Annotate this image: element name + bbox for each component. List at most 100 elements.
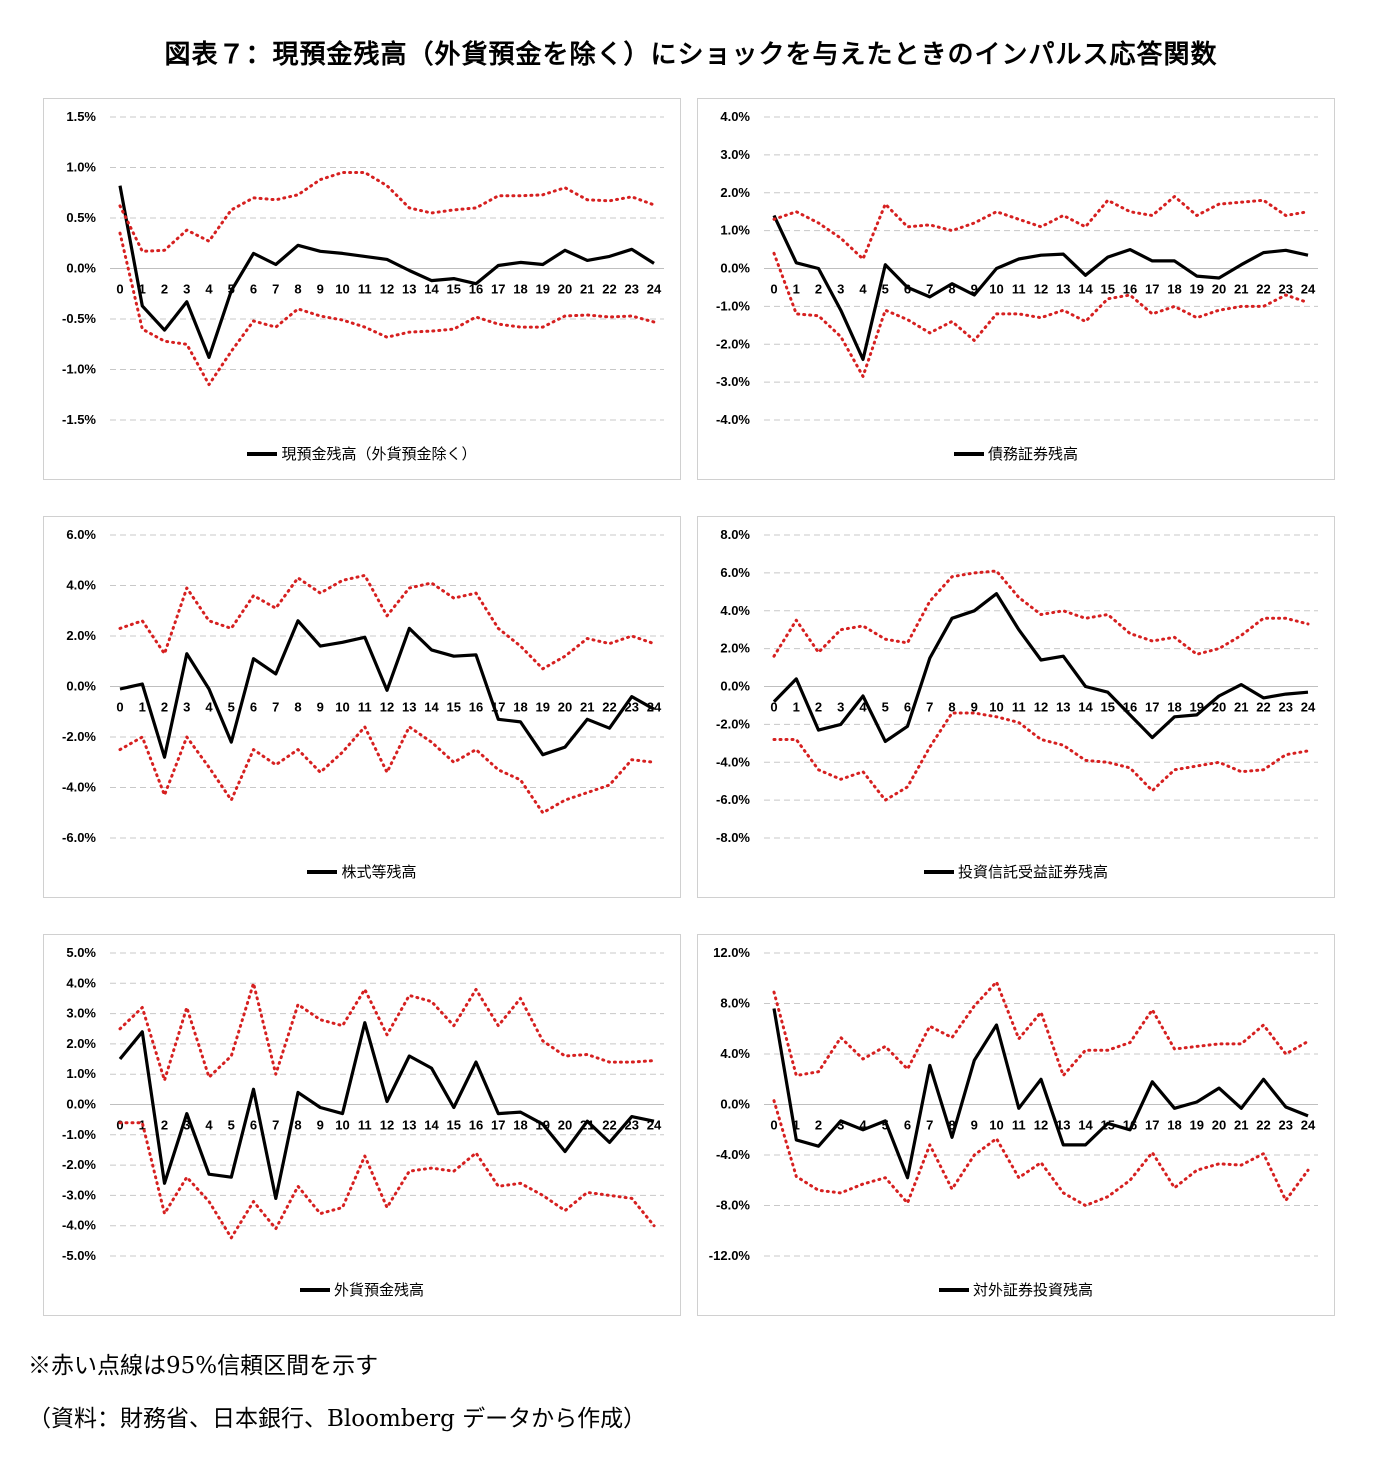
x-tick-label: 7: [272, 700, 279, 715]
x-tick-label: 9: [317, 282, 324, 297]
x-tick-label: 20: [558, 700, 572, 715]
x-tick-label: 14: [1078, 282, 1093, 297]
x-tick-label: 22: [1256, 700, 1270, 715]
y-tick-label: -12.0%: [709, 1248, 751, 1263]
x-tick-label: 6: [250, 282, 257, 297]
legend-label: 債務証券残高: [987, 445, 1078, 463]
x-tick-label: 3: [183, 1118, 190, 1133]
x-tick-label: 7: [926, 700, 933, 715]
legend-label: 対外証券投資残高: [972, 1281, 1093, 1299]
y-tick-label: 0.5%: [66, 210, 96, 225]
y-tick-label: -4.0%: [716, 1147, 750, 1162]
series-line-confidence-lower: [118, 1121, 656, 1240]
x-tick-label: 16: [469, 700, 483, 715]
x-tick-label: 18: [1167, 700, 1181, 715]
x-tick-label: 24: [1301, 700, 1316, 715]
y-tick-label: -4.0%: [716, 412, 750, 427]
y-tick-label: 1.5%: [66, 109, 96, 124]
x-tick-label: 1: [793, 700, 800, 715]
y-tick-label: 6.0%: [720, 565, 750, 580]
y-tick-label: -6.0%: [62, 830, 96, 845]
series-line-confidence-lower: [772, 251, 1310, 378]
x-tick-label: 1: [139, 282, 146, 297]
y-tick-label: 1.0%: [66, 1066, 96, 1081]
x-tick-label: 8: [948, 700, 955, 715]
series-line-response: [772, 592, 1309, 743]
x-tick-label: 15: [1101, 700, 1115, 715]
x-tick-label: 17: [491, 282, 505, 297]
x-tick-label: 11: [358, 1118, 372, 1133]
x-tick-label: 7: [926, 1118, 933, 1133]
y-tick-label: 4.0%: [720, 109, 750, 124]
x-tick-label: 18: [513, 282, 527, 297]
x-tick-label: 4: [859, 1118, 867, 1133]
x-tick-label: 18: [513, 1118, 527, 1133]
x-tick-label: 1: [139, 700, 146, 715]
y-tick-label: 5.0%: [66, 945, 96, 960]
x-tick-label: 10: [989, 1118, 1003, 1133]
x-tick-label: 8: [294, 1118, 301, 1133]
y-tick-label: 0.0%: [66, 1097, 96, 1112]
x-tick-label: 14: [424, 282, 439, 297]
x-tick-label: 7: [272, 282, 279, 297]
figure-title: 図表７：現預金残高（外貨預金を除く）にショックを与えたときのインパルス応答関数: [164, 40, 1218, 70]
x-tick-label: 1: [793, 282, 800, 297]
series-line-response: [772, 1008, 1309, 1180]
x-tick-label: 18: [1167, 1118, 1181, 1133]
series-line-confidence-upper: [118, 171, 656, 253]
x-tick-label: 24: [1301, 1118, 1316, 1133]
x-tick-label: 6: [250, 1118, 257, 1133]
x-tick-label: 0: [770, 700, 777, 715]
x-tick-label: 20: [1212, 1118, 1226, 1133]
series-line-confidence-lower: [772, 711, 1310, 802]
y-tick-label: 0.0%: [720, 679, 750, 694]
x-tick-label: 16: [1123, 282, 1137, 297]
x-tick-label: 12: [380, 700, 394, 715]
x-tick-label: 23: [1279, 700, 1293, 715]
legend-line-swatch: [953, 451, 984, 456]
x-tick-label: 8: [948, 282, 955, 297]
x-tick-label: 2: [815, 700, 822, 715]
x-tick-label: 12: [380, 1118, 394, 1133]
x-tick-label: 4: [205, 1118, 213, 1133]
x-tick-label: 21: [1234, 700, 1248, 715]
y-tick-label: 4.0%: [720, 603, 750, 618]
x-tick-label: 14: [1078, 700, 1093, 715]
chart-panel-equities: 6.0% 4.0% 2.0% 0.0% -2.0% -4.0% -6.0% 0 1 2 3 4 5 6 7 8…: [43, 516, 681, 898]
x-tick-label: 4: [859, 700, 867, 715]
y-tick-label: 4.0%: [720, 1046, 750, 1061]
x-tick-label: 18: [1167, 282, 1181, 297]
x-tick-label: 12: [1034, 700, 1048, 715]
x-tick-label: 5: [882, 700, 889, 715]
x-tick-label: 7: [272, 1118, 279, 1133]
x-tick-label: 8: [294, 282, 301, 297]
y-tick-label: -1.5%: [62, 412, 96, 427]
y-tick-label: -0.5%: [62, 311, 96, 326]
y-tick-label: 0.0%: [66, 679, 96, 694]
x-tick-label: 10: [335, 700, 349, 715]
series-line-confidence-lower: [118, 231, 656, 387]
series-line-confidence-upper: [772, 980, 1310, 1077]
x-tick-label: 21: [580, 700, 594, 715]
x-tick-label: 19: [536, 282, 550, 297]
x-tick-label: 0: [116, 700, 123, 715]
legend-label: 外貨預金残高: [333, 1281, 424, 1299]
x-tick-label: 5: [228, 1118, 235, 1133]
x-tick-label: 15: [1101, 282, 1115, 297]
x-tick-label: 19: [536, 700, 550, 715]
x-tick-label: 3: [837, 282, 844, 297]
x-tick-label: 19: [1190, 1118, 1204, 1133]
x-tick-label: 23: [625, 1118, 639, 1133]
x-tick-label: 9: [317, 1118, 324, 1133]
x-tick-label: 2: [815, 282, 822, 297]
y-tick-label: -1.0%: [716, 298, 750, 313]
x-tick-label: 20: [558, 1118, 572, 1133]
x-tick-label: 4: [205, 700, 213, 715]
x-tick-label: 0: [770, 282, 777, 297]
x-tick-label: 3: [837, 1118, 844, 1133]
legend: 対外証券投資残高: [698, 1279, 1334, 1300]
y-tick-label: -8.0%: [716, 830, 750, 845]
legend-label: 投資信託受益証券残高: [957, 863, 1108, 881]
x-tick-label: 6: [904, 700, 911, 715]
source-note: （資料：財務省、日本銀行、Bloomberg データから作成）: [28, 1406, 647, 1432]
